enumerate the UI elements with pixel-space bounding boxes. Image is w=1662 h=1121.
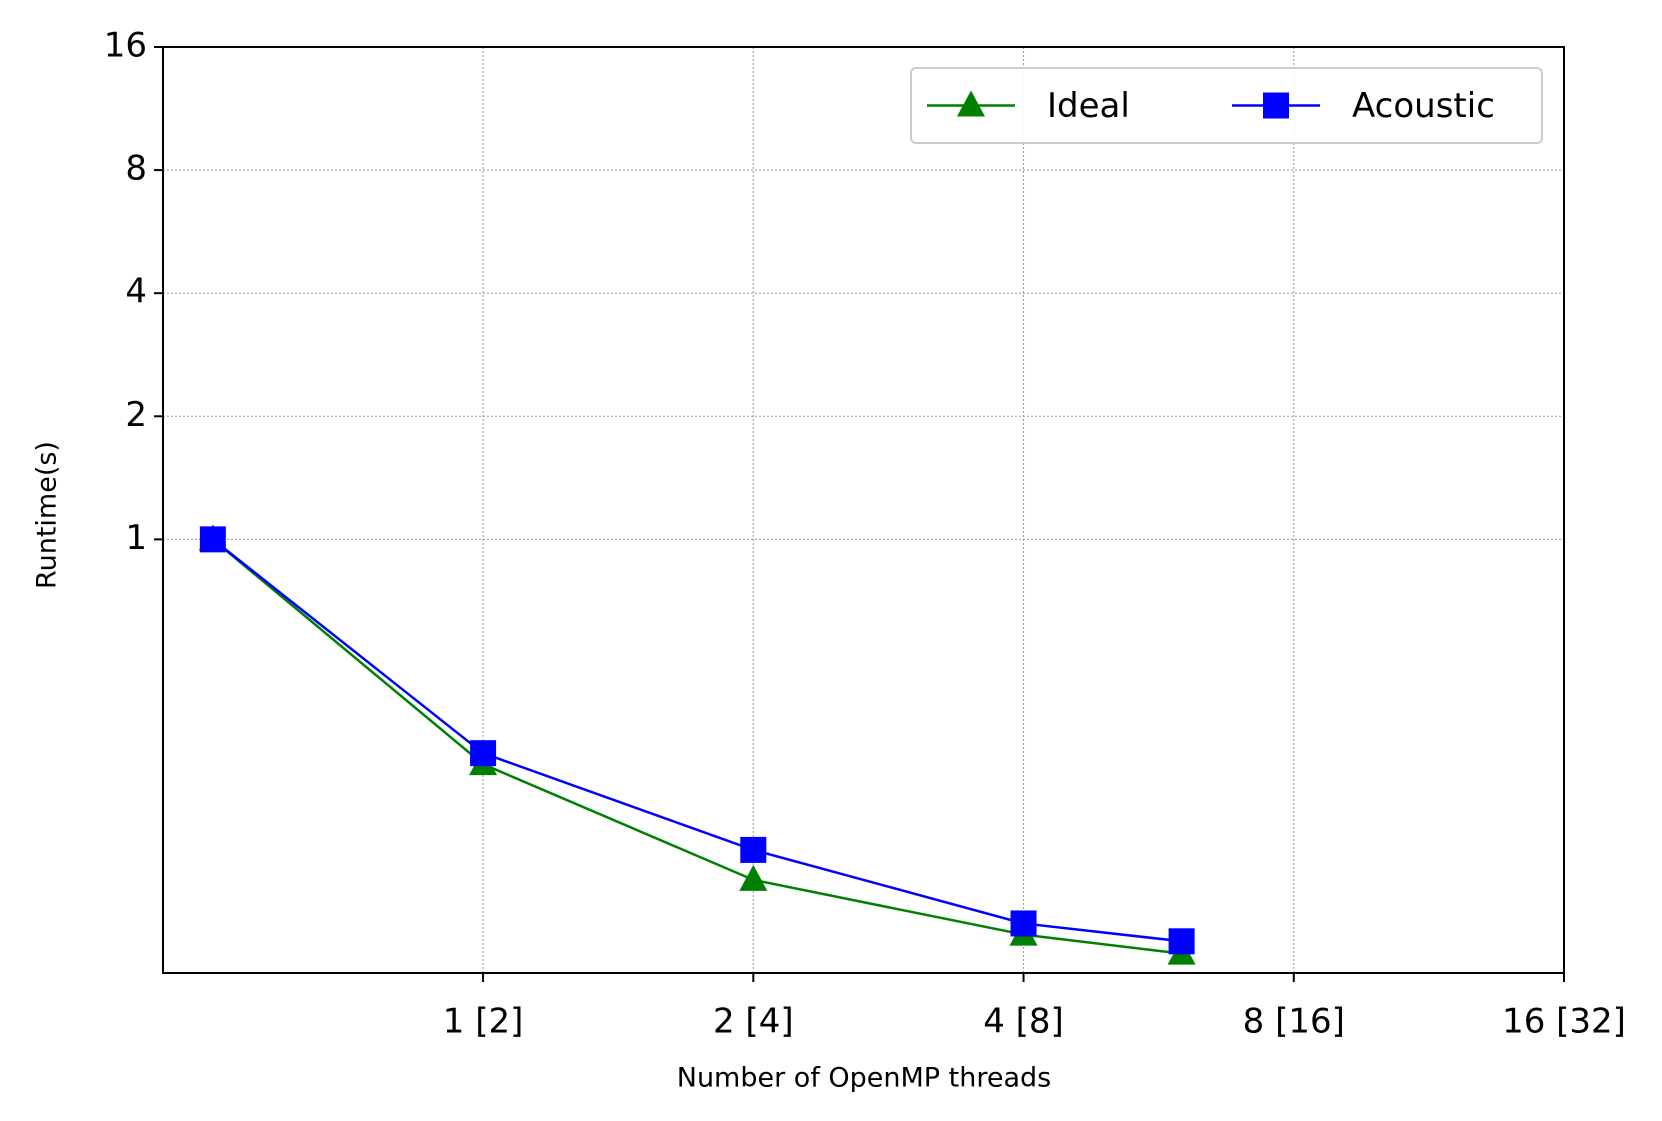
x-tick-label: 4 [8] xyxy=(983,1002,1064,1042)
y-tick-label: 2 xyxy=(125,395,147,435)
x-tick-label: 8 [16] xyxy=(1243,1002,1345,1042)
marker xyxy=(1168,928,1195,955)
series-line xyxy=(212,538,1182,955)
x-tick-label: 16 [32] xyxy=(1502,1002,1626,1042)
y-tick-label: 1 xyxy=(125,518,147,558)
marker xyxy=(470,740,497,767)
y-axis-label: Runtime(s) xyxy=(32,441,63,589)
y-tick-label: 8 xyxy=(125,149,147,189)
legend-label: Acoustic xyxy=(1352,86,1495,126)
marker xyxy=(1010,910,1037,937)
marker xyxy=(1263,92,1289,119)
marker xyxy=(739,864,768,891)
legend-label: Ideal xyxy=(1047,86,1130,126)
x-tick-label: 2 [4] xyxy=(713,1002,794,1042)
y-tick-label: 4 xyxy=(125,272,147,312)
legend-box xyxy=(910,67,1543,144)
marker xyxy=(199,526,226,553)
marker xyxy=(957,90,985,117)
x-tick-label: 1 [2] xyxy=(443,1002,524,1042)
marker xyxy=(740,836,767,863)
plot-frame xyxy=(162,46,1565,974)
series-line xyxy=(212,538,1182,943)
y-tick-label: 16 xyxy=(104,26,147,66)
x-axis-label: Number of OpenMP threads xyxy=(677,1063,1052,1094)
